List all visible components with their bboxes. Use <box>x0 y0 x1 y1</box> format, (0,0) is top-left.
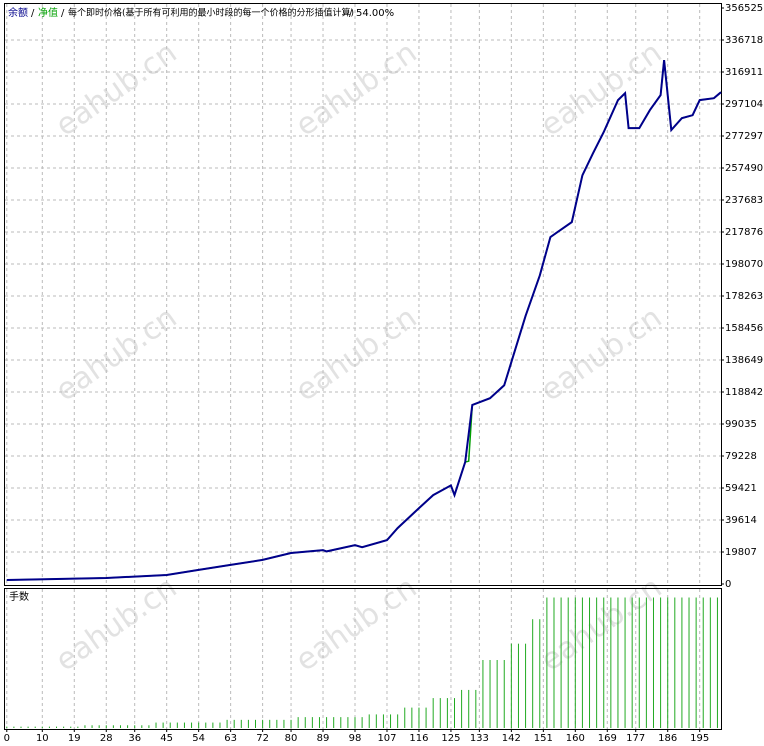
x-tick-label: 107 <box>377 733 396 744</box>
separator: / <box>61 8 65 19</box>
quality: 54.00% <box>356 8 394 19</box>
x-tick-label: 125 <box>441 733 460 744</box>
x-tick-label: 169 <box>598 733 617 744</box>
y-tick-label: 178263 <box>725 291 763 302</box>
x-tick-label: 151 <box>534 733 553 744</box>
y-tick-label: 316911 <box>725 67 763 78</box>
x-tick-label: 63 <box>224 733 237 744</box>
y-tick-label: 257490 <box>725 163 763 174</box>
x-tick-label: 45 <box>160 733 173 744</box>
y-tick-label: 158456 <box>725 323 763 334</box>
separator: / <box>31 8 35 19</box>
x-tick-label: 89 <box>317 733 330 744</box>
x-tick-label: 177 <box>626 733 645 744</box>
legend-balance: 余额 <box>8 6 28 19</box>
separator: / <box>349 8 353 19</box>
x-tick-label: 98 <box>349 733 362 744</box>
y-tick-label: 99035 <box>725 419 757 430</box>
y-tick-label: 59421 <box>725 483 757 494</box>
mode-label: 每个即时价格(基于所有可利用的最小时段的每一个价格的分形插值计算) <box>68 7 354 19</box>
y-tick-label: 277297 <box>725 131 763 142</box>
y-tick-label: 356525 <box>725 3 763 14</box>
panel-frame <box>4 3 722 586</box>
y-tick-label: 39614 <box>725 515 757 526</box>
x-tick-label: 142 <box>502 733 521 744</box>
x-tick-label: 116 <box>409 733 428 744</box>
x-tick-label: 80 <box>285 733 298 744</box>
x-tick-label: 10 <box>36 733 49 744</box>
y-tick-label: 0 <box>725 579 731 590</box>
y-tick-label: 198070 <box>725 259 763 270</box>
y-tick-label: 118842 <box>725 387 763 398</box>
x-tick-label: 54 <box>192 733 205 744</box>
x-tick-label: 186 <box>658 733 677 744</box>
x-tick-label: 0 <box>4 733 10 744</box>
x-tick-label: 72 <box>256 733 269 744</box>
y-tick-label: 217876 <box>725 227 763 238</box>
series-line <box>6 59 722 581</box>
y-tick-label: 79228 <box>725 451 757 462</box>
y-tick-label: 297104 <box>725 99 763 110</box>
x-tick-label: 28 <box>100 733 113 744</box>
panel-frame <box>4 588 722 730</box>
x-tick-label: 160 <box>566 733 585 744</box>
x-tick-label: 133 <box>470 733 489 744</box>
legend-equity: 净值 <box>38 6 58 19</box>
x-tick-label: 19 <box>68 733 81 744</box>
y-tick-label: 237683 <box>725 195 763 206</box>
x-tick-label: 195 <box>690 733 709 744</box>
y-tick-label: 19807 <box>725 547 757 558</box>
y-tick-label: 138649 <box>725 355 763 366</box>
y-tick-label: 336718 <box>725 35 763 46</box>
panel-title: 手数 <box>9 590 29 603</box>
x-tick-label: 36 <box>128 733 141 744</box>
header: 余额 / 净值 / 每个即时价格(基于所有可利用的最小时段的每一个价格的分形插值… <box>8 6 394 603</box>
